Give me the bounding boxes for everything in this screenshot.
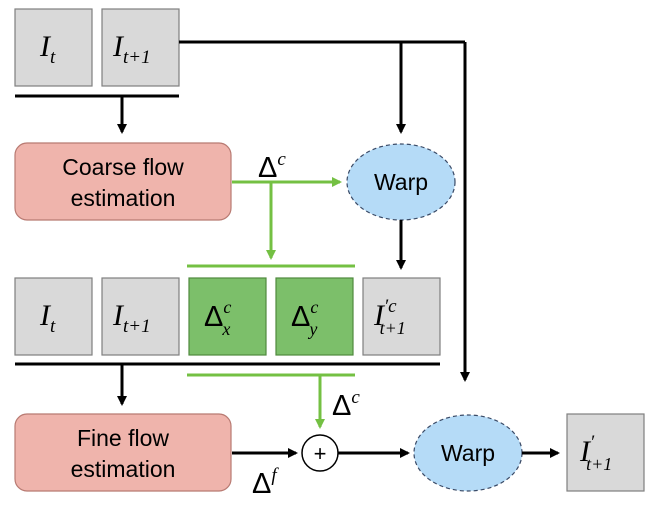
svg-text:It: It xyxy=(39,299,56,337)
svg-text:Δcx: Δc x xyxy=(204,297,231,339)
coarse-flow-label-1: Coarse flow xyxy=(62,154,184,180)
svg-text:Warp: Warp xyxy=(374,169,428,195)
mid-it1-box: It+1 xyxy=(101,277,180,356)
warp-bottom-node: Warp xyxy=(413,414,523,492)
mid-it-box: It xyxy=(14,277,93,356)
fine-flow-label-1: Fine flow xyxy=(77,425,169,451)
fine-flow-box: Fine flow estimation xyxy=(14,413,232,492)
top-input-it1-box: It+1 xyxy=(101,8,180,87)
delta-x-box: Δc x xyxy=(188,277,267,356)
output-box: I′ t+1 xyxy=(566,413,645,492)
delta-f-label: Δf xyxy=(252,465,279,500)
svg-text:Δcy: Δc y xyxy=(291,297,318,339)
svg-text:I′t+1: I′ t+1 xyxy=(579,432,612,474)
svg-text:It+1: It+1 xyxy=(112,299,151,337)
svg-text:I′ct+1: I′c t+1 xyxy=(373,296,406,338)
svg-text:It+1: It+1 xyxy=(112,30,151,68)
delta-c-label-top: Δc xyxy=(258,149,286,184)
svg-text:Warp: Warp xyxy=(441,440,495,466)
delta-c-label-bottom: Δc xyxy=(332,387,360,422)
warped-coarse-box: I′c t+1 xyxy=(362,277,441,356)
warp-top-node: Warp xyxy=(346,143,456,221)
delta-y-box: Δc y xyxy=(275,277,354,356)
fine-flow-label-2: estimation xyxy=(71,456,176,482)
svg-text:+: + xyxy=(314,441,327,466)
top-input-it-box: It xyxy=(14,8,93,87)
coarse-flow-box: Coarse flow estimation xyxy=(14,142,232,221)
plus-node: + xyxy=(301,434,339,472)
coarse-flow-label-2: estimation xyxy=(71,185,176,211)
svg-text:It: It xyxy=(39,30,56,68)
